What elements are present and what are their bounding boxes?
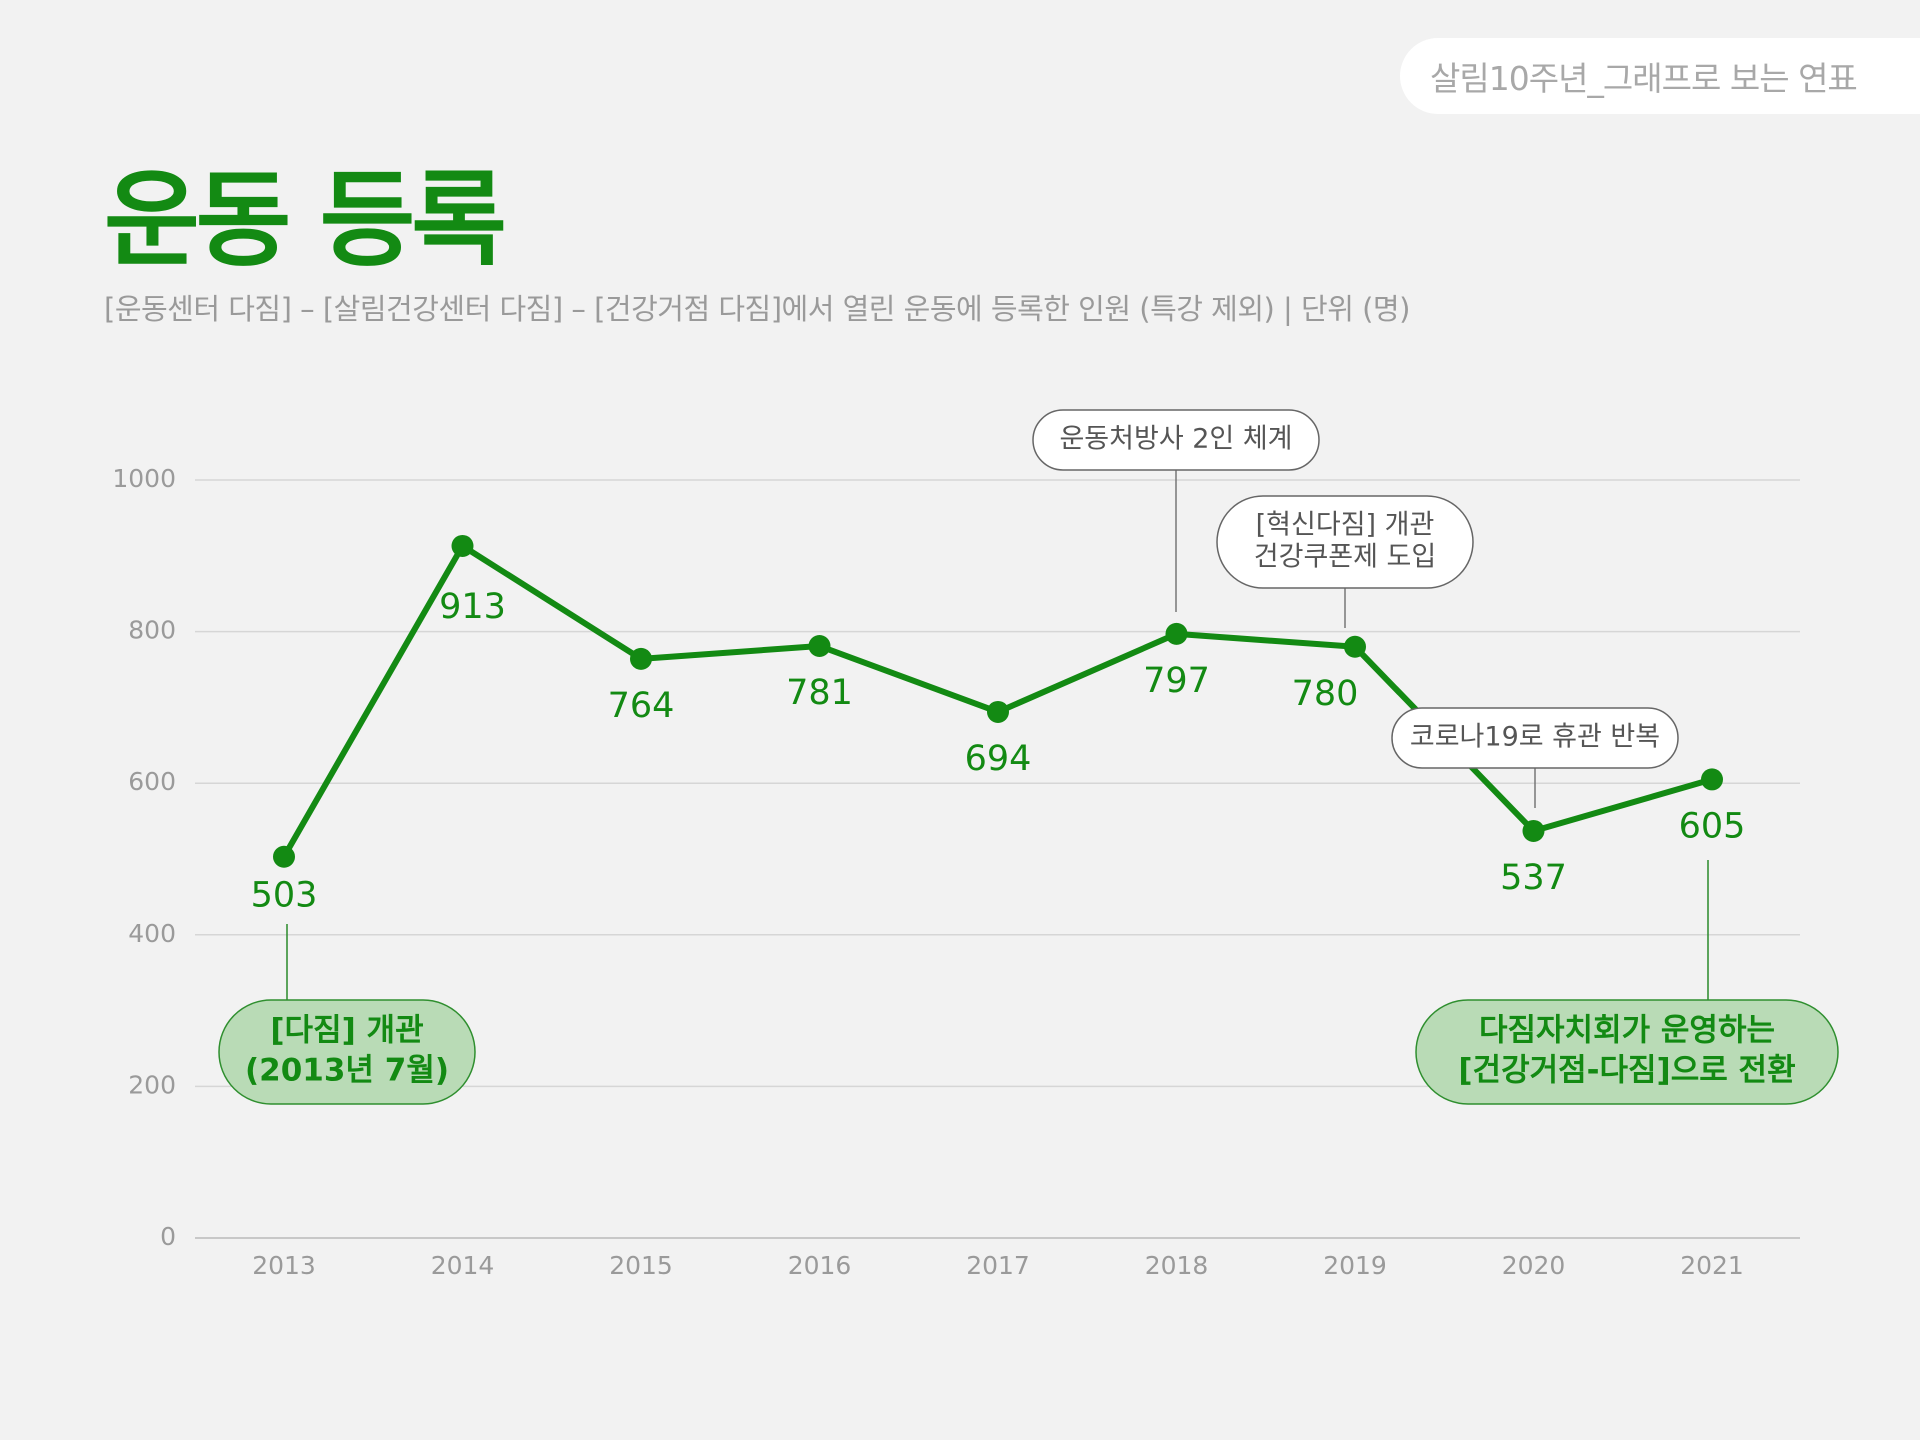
data-point [273, 845, 295, 868]
data-point [630, 647, 652, 670]
x-tick-label: 2019 [1323, 1251, 1387, 1280]
milestone-text: [다짐] 개관 [270, 1013, 423, 1049]
x-tick-label: 2020 [1502, 1251, 1566, 1280]
y-tick-label: 0 [160, 1222, 176, 1251]
x-axis-ticks: 2013 2014 2015 2016 2017 2018 2019 2020 2021 [252, 1251, 1744, 1280]
callout-text: 운동처방사 2인 체계 [1059, 424, 1292, 455]
chart-title: 운동 등록 [104, 159, 507, 281]
y-tick-label: 800 [128, 616, 176, 645]
x-tick-label: 2021 [1680, 1251, 1744, 1280]
data-label: 537 [1500, 858, 1567, 898]
milestone-text: (2013년 7월) [245, 1053, 449, 1089]
y-axis-ticks: 0 200 400 600 800 1000 [112, 464, 176, 1251]
data-label: 503 [251, 876, 318, 916]
data-point [808, 635, 831, 658]
milestone-text: [건강거점-다짐]으로 전환 [1458, 1053, 1795, 1089]
x-tick-label: 2018 [1145, 1251, 1209, 1280]
y-tick-label: 600 [128, 767, 176, 796]
data-point [1522, 819, 1545, 842]
data-label: 605 [1679, 806, 1746, 846]
data-label: 797 [1143, 661, 1210, 701]
callout-text: 코로나19로 휴관 반복 [1410, 722, 1660, 753]
y-tick-label: 400 [128, 919, 176, 948]
series-tag: 살림10주년_그래프로 보는 연표 [1400, 38, 1920, 114]
data-label: 780 [1292, 674, 1359, 714]
x-tick-label: 2015 [609, 1251, 673, 1280]
x-tick-label: 2013 [252, 1251, 316, 1280]
milestone-box [1415, 999, 1839, 1105]
callout-text: 건강쿠폰제 도입 [1254, 542, 1436, 573]
data-point [1165, 622, 1188, 645]
chart-subtitle: [운동센터 다짐] – [살림건강센터 다짐] – [건강거점 다짐]에서 열린… [104, 292, 1410, 326]
x-tick-label: 2017 [966, 1251, 1030, 1280]
annotation-leaders [286, 470, 1709, 1000]
milestone-text: 다짐자치회가 운영하는 [1479, 1013, 1775, 1049]
x-tick-label: 2016 [788, 1251, 852, 1280]
data-labels: 503 913 764 781 694 797 780 537 605 [251, 587, 1746, 916]
data-label: 781 [786, 673, 853, 713]
data-label: 694 [965, 739, 1032, 779]
data-point [987, 700, 1009, 723]
callout-box [1216, 495, 1474, 589]
data-point [1344, 635, 1366, 658]
callout-box [1032, 409, 1320, 471]
y-tick-label: 200 [128, 1070, 176, 1099]
y-tick-label: 1000 [112, 464, 176, 493]
data-point [451, 534, 474, 557]
x-tick-label: 2014 [431, 1251, 495, 1280]
data-point [1701, 768, 1723, 791]
callout-text: [혁신다짐] 개관 [1256, 510, 1435, 541]
data-label: 913 [439, 587, 506, 627]
series-layer [273, 534, 1723, 868]
data-label: 764 [608, 686, 675, 726]
milestone-box [218, 999, 476, 1105]
callout-box [1391, 707, 1679, 769]
